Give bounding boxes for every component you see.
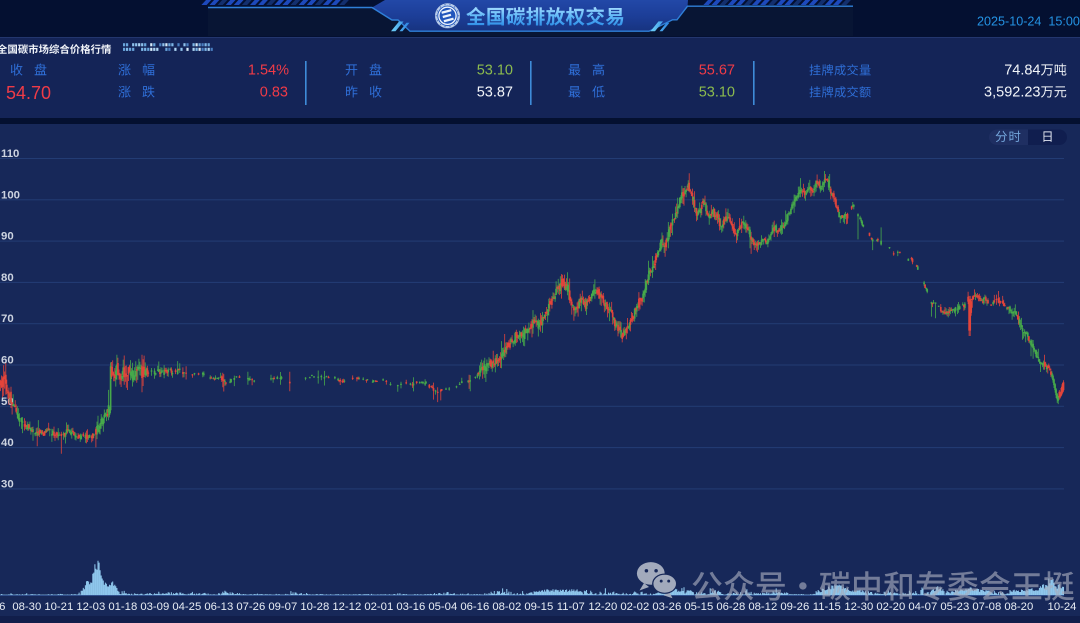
svg-text:53.10: 53.10 (699, 85, 735, 101)
svg-text:03-16: 03-16 (396, 601, 425, 613)
svg-text:11-15: 11-15 (813, 601, 841, 613)
svg-text:04-07: 04-07 (908, 601, 937, 613)
svg-text:02-01: 02-01 (364, 601, 393, 613)
svg-text:06-28: 06-28 (716, 601, 745, 613)
svg-text:08-30: 08-30 (12, 601, 41, 613)
svg-text:09-07: 09-07 (268, 601, 297, 613)
svg-text:01-18: 01-18 (108, 601, 137, 613)
svg-text:40: 40 (1, 437, 14, 449)
svg-text:09-26: 09-26 (780, 601, 809, 613)
svg-text:90: 90 (1, 231, 14, 243)
svg-text:110: 110 (1, 148, 19, 160)
svg-text:53.10: 53.10 (477, 63, 513, 79)
svg-text:80: 80 (1, 272, 14, 284)
svg-text:12-30: 12-30 (844, 601, 873, 613)
svg-text:07-08: 07-08 (972, 601, 1001, 613)
svg-text:3,592.23: 3,592.23 (984, 85, 1040, 101)
svg-text:06-13: 06-13 (204, 601, 233, 613)
svg-text:10-24: 10-24 (1048, 601, 1077, 613)
svg-text:1.54%: 1.54% (248, 63, 289, 79)
svg-text:02-20: 02-20 (876, 601, 905, 613)
svg-text:12-12: 12-12 (332, 601, 361, 613)
svg-text:74.84: 74.84 (1004, 63, 1040, 79)
svg-text:07-16: 07-16 (0, 601, 5, 613)
svg-text:08-20: 08-20 (1004, 601, 1033, 613)
svg-text:09-15: 09-15 (524, 601, 553, 613)
svg-text:02-02: 02-02 (620, 601, 649, 613)
svg-text:2025-10-24 15:00: 2025-10-24 15:00 (977, 15, 1080, 29)
svg-text:04-25: 04-25 (172, 601, 201, 613)
svg-text:55.67: 55.67 (699, 63, 735, 79)
svg-text:08-02: 08-02 (492, 601, 521, 613)
svg-text:12-20: 12-20 (588, 601, 617, 613)
svg-text:10-21: 10-21 (44, 601, 73, 613)
svg-text:100: 100 (1, 189, 20, 201)
svg-text:30: 30 (1, 478, 14, 490)
svg-text:06-16: 06-16 (460, 601, 489, 613)
svg-text:05-15: 05-15 (684, 601, 713, 613)
svg-text:03-26: 03-26 (652, 601, 681, 613)
svg-text:12-03: 12-03 (76, 601, 105, 613)
svg-text:10-28: 10-28 (300, 601, 329, 613)
svg-text:03-09: 03-09 (140, 601, 169, 613)
svg-text:54.70: 54.70 (6, 83, 51, 103)
svg-text:70: 70 (1, 313, 14, 325)
svg-text:07-26: 07-26 (236, 601, 265, 613)
svg-text:08-12: 08-12 (748, 601, 777, 613)
svg-text:53.87: 53.87 (477, 85, 513, 101)
svg-text:11-07: 11-07 (557, 601, 585, 613)
svg-text:60: 60 (1, 355, 14, 367)
svg-text:0.83: 0.83 (260, 85, 288, 101)
svg-text:05-04: 05-04 (428, 601, 457, 613)
svg-text:05-23: 05-23 (940, 601, 969, 613)
